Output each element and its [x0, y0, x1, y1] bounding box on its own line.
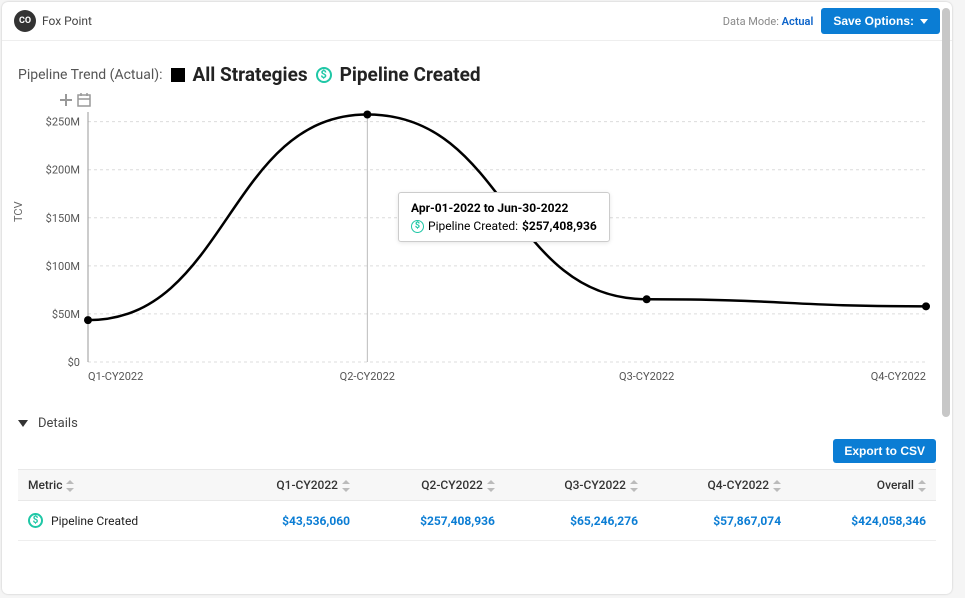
metric-name: Pipeline Created: [51, 514, 138, 528]
svg-text:$250M: $250M: [46, 116, 80, 129]
svg-text:$50M: $50M: [52, 308, 80, 321]
scrollbar[interactable]: [942, 6, 950, 590]
data-mode-value[interactable]: Actual: [782, 15, 814, 28]
svg-text:$200M: $200M: [46, 164, 80, 177]
strategies-label: All Strategies: [193, 63, 308, 86]
save-options-button[interactable]: Save Options:: [821, 8, 940, 34]
chart-section: Pipeline Trend (Actual): All Strategies …: [2, 41, 952, 392]
calendar-icon[interactable]: [76, 92, 92, 108]
series-label: Pipeline Created: [340, 63, 481, 86]
table-header-row: Metric Q1-CY2022 Q2-CY2022 Q3-CY2022 Q4-…: [18, 470, 936, 501]
top-bar: CO Fox Point Data Mode: Actual Save Opti…: [2, 2, 952, 41]
details-header[interactable]: Details: [18, 416, 936, 431]
svg-text:Q2-CY2022: Q2-CY2022: [340, 370, 395, 383]
col-q3[interactable]: Q3-CY2022: [505, 470, 648, 501]
collapse-icon[interactable]: [18, 420, 28, 427]
chart-lead-label: Pipeline Trend (Actual):: [18, 67, 163, 83]
cell-q4[interactable]: $57,867,074: [713, 514, 781, 528]
cell-overall[interactable]: $424,058,346: [851, 514, 926, 528]
col-q2[interactable]: Q2-CY2022: [360, 470, 505, 501]
table-row[interactable]: $ Pipeline Created $43,536,060 $257,408,…: [18, 501, 936, 541]
details-section: Details Export to CSV Metric Q1-CY2022 Q…: [2, 392, 952, 557]
col-overall[interactable]: Overall: [791, 470, 936, 501]
svg-text:Q1-CY2022: Q1-CY2022: [88, 370, 143, 383]
chevron-down-icon: [920, 19, 928, 24]
dollar-icon: $: [28, 513, 43, 528]
data-mode-label: Data Mode: Actual: [723, 15, 814, 28]
details-table: Metric Q1-CY2022 Q2-CY2022 Q3-CY2022 Q4-…: [18, 469, 936, 541]
data-mode-label-text: Data Mode:: [723, 15, 779, 28]
svg-text:Q3-CY2022: Q3-CY2022: [619, 370, 674, 383]
tooltip-metric-label: Pipeline Created:: [428, 219, 518, 233]
sort-icon[interactable]: [773, 480, 781, 492]
col-metric[interactable]: Metric: [18, 470, 217, 501]
export-csv-button[interactable]: Export to CSV: [833, 439, 936, 463]
metric-cell: $ Pipeline Created: [28, 513, 207, 528]
series-swatch: [171, 68, 185, 82]
location-label: Fox Point: [42, 14, 92, 28]
add-icon[interactable]: [58, 92, 74, 108]
cell-q3[interactable]: $65,246,276: [570, 514, 638, 528]
svg-text:Q4-CY2022: Q4-CY2022: [871, 370, 926, 383]
svg-text:$100M: $100M: [46, 260, 80, 273]
cell-q2[interactable]: $257,408,936: [420, 514, 495, 528]
chart-title-row: Pipeline Trend (Actual): All Strategies …: [18, 63, 936, 86]
y-axis-label: TCV: [12, 201, 25, 222]
sort-icon[interactable]: [487, 480, 495, 492]
sort-icon[interactable]: [630, 480, 638, 492]
col-q1[interactable]: Q1-CY2022: [217, 470, 360, 501]
svg-text:$150M: $150M: [46, 212, 80, 225]
save-options-label: Save Options:: [833, 14, 914, 28]
chart-tooltip: Apr-01-2022 to Jun-30-2022 $ Pipeline Cr…: [398, 192, 610, 242]
cell-q1[interactable]: $43,536,060: [282, 514, 350, 528]
sort-icon[interactable]: [342, 480, 350, 492]
scrollbar-thumb[interactable]: [942, 8, 950, 417]
tooltip-value: $257,408,936: [522, 219, 597, 233]
col-q4[interactable]: Q4-CY2022: [648, 470, 791, 501]
line-chart[interactable]: $0 $50M $100M $150M $200M $250M Q1-CY2022 Q2-CY…: [18, 92, 936, 392]
app-window: CO Fox Point Data Mode: Actual Save Opti…: [2, 2, 952, 594]
sort-icon[interactable]: [918, 480, 926, 492]
org-badge: CO: [14, 10, 36, 32]
chart-area[interactable]: TCV $0$50M$100M$150M$200M$250MQ1-CY2022Q…: [18, 92, 936, 392]
chart-toolbar: [58, 92, 92, 108]
dollar-icon: $: [316, 67, 332, 83]
dollar-icon: $: [411, 220, 424, 233]
tooltip-title: Apr-01-2022 to Jun-30-2022: [411, 201, 597, 215]
sort-icon[interactable]: [66, 480, 74, 492]
svg-text:$0: $0: [68, 356, 80, 369]
details-label: Details: [38, 416, 78, 431]
